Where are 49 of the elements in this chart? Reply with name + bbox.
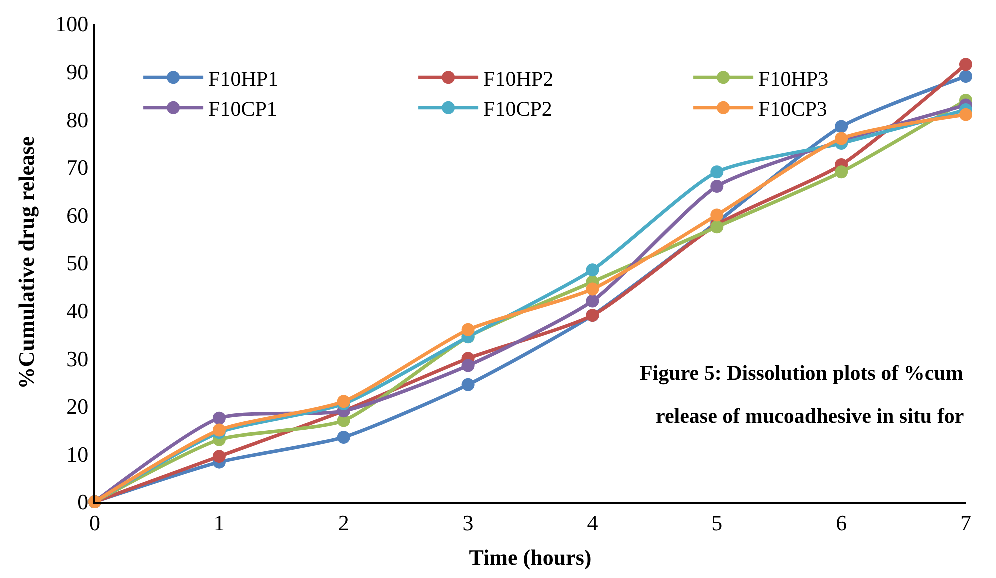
y-tick-label: 0 xyxy=(78,490,89,515)
point xyxy=(462,378,475,392)
x-tick-label: 4 xyxy=(587,510,598,536)
point xyxy=(586,282,600,296)
point xyxy=(212,450,226,464)
y-tick-label: 60 xyxy=(66,202,89,228)
x-tick-label: 1 xyxy=(214,510,225,536)
point xyxy=(710,220,724,234)
y-axis-title: %Cumulative drug release xyxy=(14,136,39,390)
point xyxy=(960,70,972,84)
point xyxy=(212,412,226,425)
y-tick-label: 20 xyxy=(66,394,89,420)
legend-label: F10CP3 xyxy=(758,97,828,122)
x-tick-label: 2 xyxy=(338,510,350,536)
point xyxy=(337,430,350,444)
y-tick-label: 80 xyxy=(66,107,89,132)
y-tick-label: 90 xyxy=(66,60,89,84)
point xyxy=(960,58,972,72)
y-tick-label: 10 xyxy=(66,442,89,467)
legend-label: F10HP2 xyxy=(484,66,554,91)
y-tick-label: 70 xyxy=(66,155,89,180)
legend-label: F10HP1 xyxy=(208,66,279,91)
y-tick-label: 30 xyxy=(66,346,89,372)
point xyxy=(212,424,226,437)
point xyxy=(462,323,475,336)
x-tick-label: 6 xyxy=(836,510,848,536)
point xyxy=(835,132,848,146)
x-tick-label: 5 xyxy=(712,510,723,536)
legend-label: F10HP3 xyxy=(758,66,829,91)
point xyxy=(960,108,972,122)
legend-label: F10CP2 xyxy=(484,97,552,122)
annotation: release of mucoadhesive in situ for xyxy=(656,404,964,428)
point xyxy=(835,120,848,134)
x-tick-label: 7 xyxy=(960,510,972,536)
point xyxy=(835,166,848,179)
point xyxy=(586,264,600,277)
point xyxy=(710,208,724,222)
x-tick-label: 3 xyxy=(462,510,474,536)
y-tick-label: 100 xyxy=(56,12,89,37)
point xyxy=(462,359,475,372)
y-tick-label: 40 xyxy=(66,298,89,324)
legend-label: F10CP1 xyxy=(208,97,278,122)
annotation: Figure 5: Dissolution plots of %cum xyxy=(640,361,964,385)
y-tick-label: 50 xyxy=(66,250,89,276)
point xyxy=(710,180,724,194)
x-axis-title: Time (hours) xyxy=(469,544,592,570)
point xyxy=(710,166,724,179)
point xyxy=(586,294,600,308)
point xyxy=(337,395,350,408)
